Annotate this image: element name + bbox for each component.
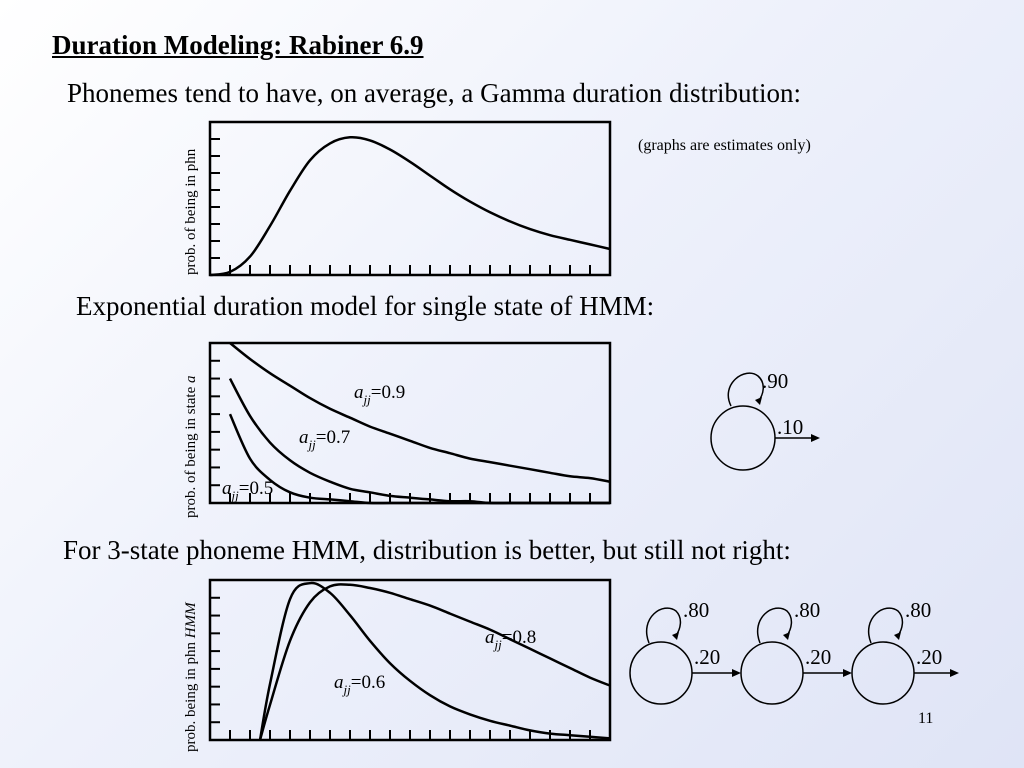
exp-curve-0.5 xyxy=(228,413,610,505)
self-loop-arrow-2 xyxy=(757,607,793,644)
slide-title: Duration Modeling: Rabiner 6.9 xyxy=(52,30,424,60)
label-ajj-0.5: ajj=0.5 xyxy=(222,478,273,503)
self-loop-arrow-3 xyxy=(868,607,904,644)
single-state-hmm: .90 .10 xyxy=(710,369,820,471)
self-loop-arrow xyxy=(727,372,764,407)
page-number: 11 xyxy=(918,710,934,727)
gamma-heading: Phonemes tend to have, on average, a Gam… xyxy=(67,78,802,108)
exit-prob: .10 xyxy=(777,415,803,439)
hmm-state-1 xyxy=(629,641,693,705)
label-ajj-0.8: ajj=0.8 xyxy=(485,627,536,652)
self-loop-prob-2: .80 xyxy=(794,598,820,622)
self-loop-prob: .90 xyxy=(762,369,788,393)
exit-prob-3: .20 xyxy=(916,645,942,669)
exponential-heading: Exponential duration model for single st… xyxy=(76,291,655,321)
exp-curve-0.9 xyxy=(229,342,611,483)
three-state-hmm: .80 .20 .80 .20 .80 .20 xyxy=(629,598,959,705)
exp-curve-0.7 xyxy=(228,378,610,505)
graph1-frame xyxy=(208,120,612,277)
hmm-state-circle xyxy=(710,405,776,471)
estimate-note: (graphs are estimates only) xyxy=(638,137,811,154)
three-state-heading: For 3-state phoneme HMM, distribution is… xyxy=(63,535,791,565)
self-loop-arrowhead-2 xyxy=(783,632,790,640)
self-loop-arrow-1 xyxy=(646,607,682,644)
exit-prob-2: .20 xyxy=(805,645,831,669)
transition-arrowhead-2 xyxy=(843,669,852,677)
self-loop-arrowhead-1 xyxy=(672,632,679,640)
label-ajj-0.7: ajj=0.7 xyxy=(299,427,350,452)
hmm-state-2 xyxy=(740,641,804,705)
self-loop-prob-3: .80 xyxy=(905,598,931,622)
transition-arrowhead-3 xyxy=(950,669,959,677)
hmm-curve-0.6 xyxy=(258,581,611,741)
gamma-curve xyxy=(209,135,611,277)
hmm-state-3 xyxy=(851,641,915,705)
label-ajj-0.6: ajj=0.6 xyxy=(334,672,385,697)
exit-arrowhead xyxy=(811,434,820,442)
self-loop-prob-1: .80 xyxy=(683,598,709,622)
self-loop-arrowhead-3 xyxy=(894,632,901,640)
transition-arrowhead-1 xyxy=(732,669,741,677)
hmm-curve-0.8 xyxy=(258,583,611,741)
label-ajj-0.9: ajj=0.9 xyxy=(354,382,405,407)
graph3-frame xyxy=(208,578,612,742)
self-loop-arrowhead xyxy=(755,397,762,405)
exit-prob-1: .20 xyxy=(694,645,720,669)
